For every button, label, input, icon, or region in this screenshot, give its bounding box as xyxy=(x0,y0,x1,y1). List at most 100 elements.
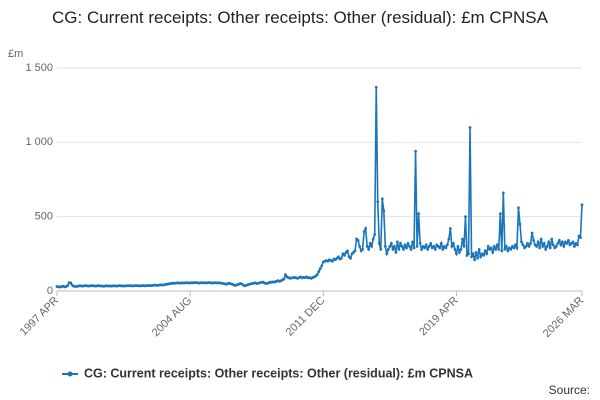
point xyxy=(467,252,470,256)
point xyxy=(530,231,534,235)
point xyxy=(494,247,498,251)
point xyxy=(509,247,513,251)
point xyxy=(441,247,445,251)
point xyxy=(576,243,579,247)
point xyxy=(524,245,528,248)
point xyxy=(340,256,343,260)
point xyxy=(349,256,352,260)
point xyxy=(556,242,560,245)
x-tick-label: 2011 DEC xyxy=(284,295,328,339)
point xyxy=(542,242,546,245)
point xyxy=(365,245,369,248)
point xyxy=(362,230,366,233)
point xyxy=(541,245,545,248)
x-tick-label: 2026 MAR xyxy=(541,295,586,340)
point xyxy=(459,247,463,251)
point xyxy=(557,239,561,242)
point xyxy=(444,246,448,250)
point xyxy=(526,242,529,245)
point xyxy=(411,240,414,244)
point xyxy=(571,240,575,244)
point xyxy=(405,246,408,250)
point xyxy=(550,237,554,241)
point xyxy=(66,284,69,288)
point xyxy=(433,247,437,251)
point xyxy=(554,245,558,248)
point xyxy=(560,240,564,244)
point xyxy=(361,247,365,251)
point xyxy=(506,249,510,253)
point xyxy=(485,252,489,256)
x-tick-label: 2004 AUG xyxy=(150,295,194,339)
point xyxy=(500,249,504,253)
point xyxy=(544,247,548,251)
point xyxy=(438,246,442,250)
point xyxy=(461,237,464,241)
point xyxy=(420,247,424,251)
point xyxy=(520,240,523,244)
point xyxy=(453,247,457,251)
point xyxy=(439,242,443,245)
point xyxy=(503,247,507,251)
point xyxy=(548,246,552,250)
point xyxy=(512,246,516,250)
point xyxy=(383,245,387,248)
point xyxy=(518,222,522,226)
point xyxy=(473,258,476,262)
point xyxy=(370,245,374,248)
point xyxy=(403,243,407,247)
point xyxy=(353,249,357,253)
point xyxy=(320,264,324,268)
point xyxy=(414,149,417,153)
point xyxy=(385,252,389,256)
point xyxy=(399,242,402,245)
point xyxy=(432,245,436,248)
point xyxy=(447,237,451,241)
point xyxy=(471,252,475,256)
point xyxy=(424,243,428,247)
point xyxy=(368,242,372,245)
point xyxy=(382,209,386,213)
legend-label: CG: Current receipts: Other receipts: Ot… xyxy=(84,366,473,380)
y-tick-label: 1 500 xyxy=(25,62,53,74)
point xyxy=(498,212,502,216)
point xyxy=(408,245,411,248)
point xyxy=(545,245,549,248)
point xyxy=(346,249,349,253)
point xyxy=(337,255,340,259)
point xyxy=(284,273,287,277)
point xyxy=(527,245,531,248)
point xyxy=(566,239,570,242)
point xyxy=(532,239,535,242)
point xyxy=(406,242,410,245)
source: Source: xyxy=(549,383,590,397)
point xyxy=(497,247,501,251)
point xyxy=(415,245,419,248)
point xyxy=(476,256,480,260)
point xyxy=(374,85,378,89)
point xyxy=(364,227,368,230)
point xyxy=(429,242,433,245)
point xyxy=(501,191,505,195)
point xyxy=(456,245,460,248)
point xyxy=(388,245,392,248)
point xyxy=(391,247,395,251)
point xyxy=(392,245,396,248)
point xyxy=(551,243,555,247)
point xyxy=(356,239,360,242)
point xyxy=(579,236,582,239)
point xyxy=(409,247,413,251)
y-tick-label: 0 xyxy=(47,285,53,297)
point xyxy=(504,245,508,248)
point xyxy=(373,233,377,236)
point xyxy=(451,242,455,245)
y-tick-label: 500 xyxy=(35,211,53,223)
point xyxy=(376,200,380,204)
point xyxy=(367,247,371,251)
point xyxy=(539,237,543,241)
point xyxy=(486,245,490,248)
point xyxy=(450,245,454,248)
point xyxy=(580,203,584,207)
